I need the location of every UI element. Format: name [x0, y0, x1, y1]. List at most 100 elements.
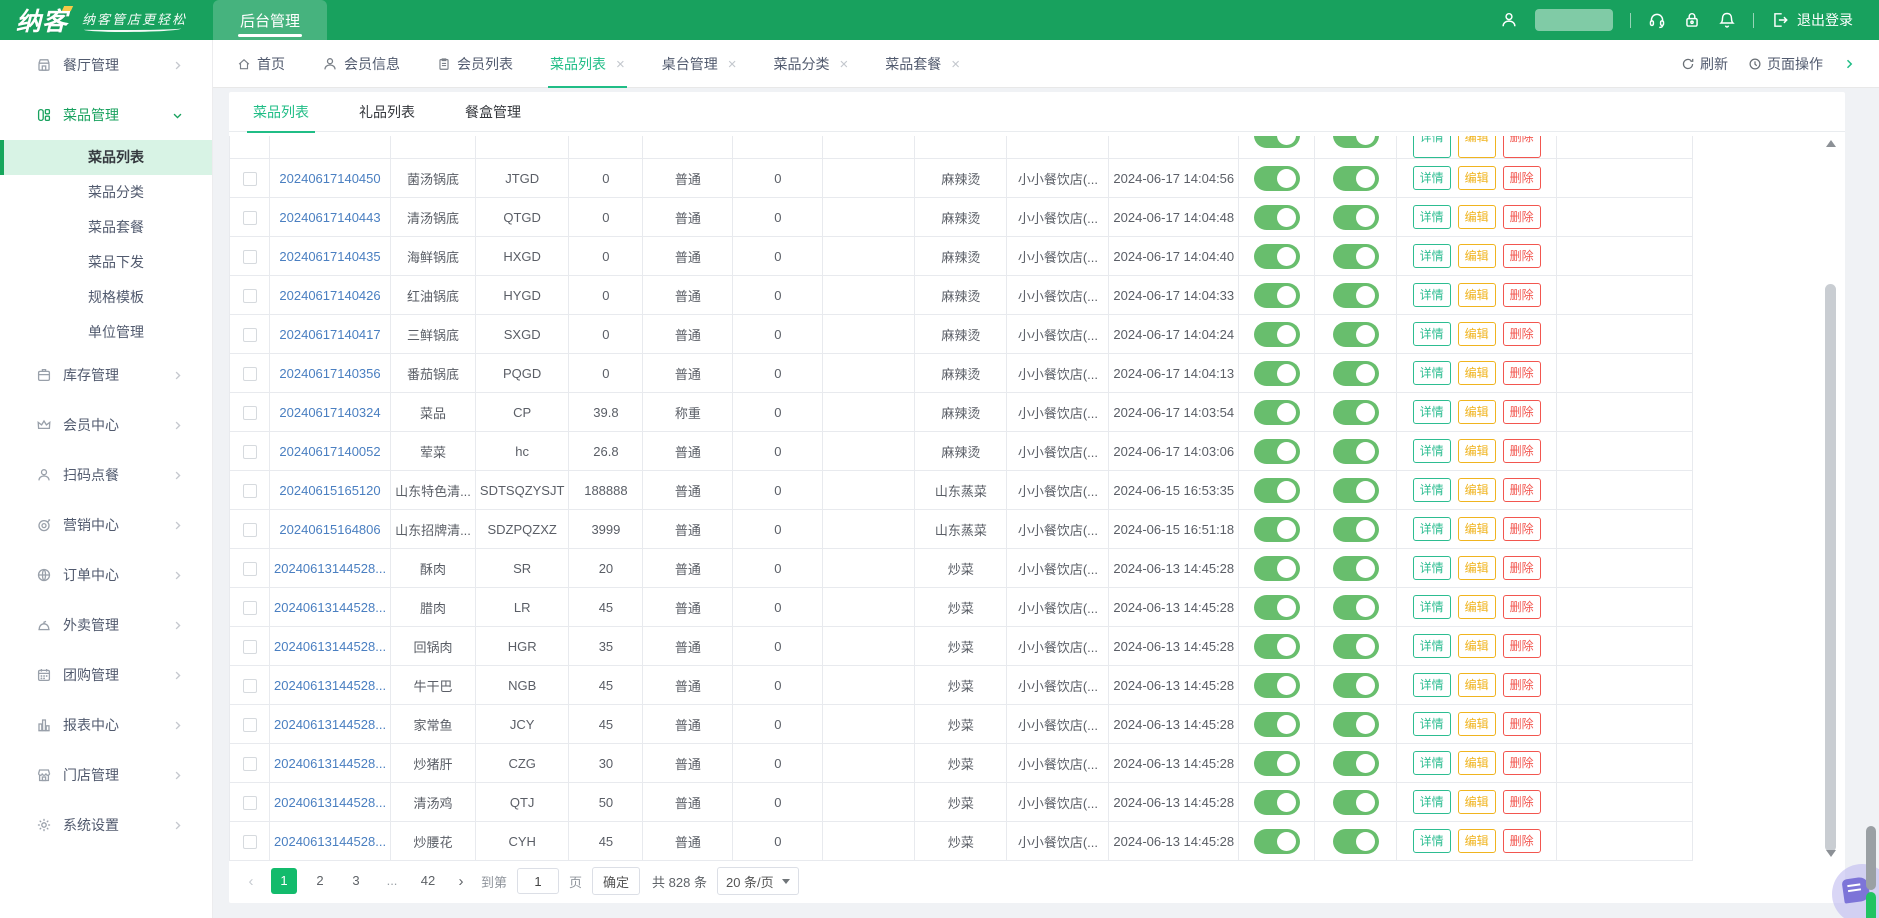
close-icon[interactable]: × [727, 55, 737, 73]
sidebar-subitem-菜品套餐[interactable]: 菜品套餐 [88, 219, 144, 235]
detail-button[interactable]: 详情 [1412, 243, 1451, 269]
dish-id-link[interactable]: 20240617140052 [279, 443, 381, 459]
status-toggle[interactable] [1332, 594, 1379, 620]
detail-button[interactable]: 详情 [1412, 672, 1451, 698]
dish-id-link[interactable]: 20240617140450 [279, 170, 381, 186]
dish-id-link[interactable]: 20240617140324 [279, 404, 381, 420]
goto-page-input[interactable] [517, 868, 560, 894]
delete-button[interactable]: 删除 [1502, 165, 1541, 191]
detail-button[interactable]: 详情 [1412, 360, 1451, 386]
lock-icon[interactable] [1683, 11, 1701, 29]
status-toggle[interactable] [1332, 136, 1379, 148]
status-toggle[interactable] [1332, 165, 1379, 191]
dish-id-link[interactable]: 20240613144528... [274, 716, 387, 732]
status-toggle[interactable] [1332, 672, 1379, 698]
prev-page-button[interactable]: ‹ [248, 872, 254, 890]
delete-button[interactable]: 删除 [1502, 594, 1541, 620]
subtab-餐盒管理[interactable]: 餐盒管理 [465, 103, 521, 120]
delete-button[interactable]: 删除 [1502, 360, 1541, 386]
sidebar-subitem-菜品分类[interactable]: 菜品分类 [88, 184, 144, 200]
close-icon[interactable]: × [839, 55, 849, 73]
status-toggle[interactable] [1253, 399, 1300, 425]
sidebar-item-团购管理[interactable]: 团购管理 [0, 650, 212, 700]
detail-button[interactable]: 详情 [1412, 136, 1451, 158]
detail-button[interactable]: 详情 [1412, 555, 1451, 581]
next-page-button[interactable]: › [458, 872, 464, 890]
status-toggle[interactable] [1332, 282, 1379, 308]
delete-button[interactable]: 删除 [1502, 750, 1541, 776]
sidebar-subitem-菜品下发[interactable]: 菜品下发 [88, 254, 144, 270]
status-toggle[interactable] [1253, 477, 1300, 503]
sidebar-item-系统设置[interactable]: 系统设置 [0, 800, 212, 850]
edit-button[interactable]: 编辑 [1457, 321, 1496, 347]
dish-id-link[interactable]: 20240613144528... [274, 638, 387, 654]
edit-button[interactable]: 编辑 [1457, 360, 1496, 386]
status-toggle[interactable] [1253, 555, 1300, 581]
dish-id-link[interactable]: 20240615164806 [279, 521, 381, 537]
subtab-礼品列表[interactable]: 礼品列表 [359, 103, 415, 120]
tab-会员列表[interactable]: 会员列表 [437, 40, 513, 88]
row-checkbox[interactable] [242, 717, 257, 732]
sidebar-item-扫码点餐[interactable]: 扫码点餐 [0, 450, 212, 500]
row-checkbox[interactable] [242, 171, 257, 186]
edit-button[interactable]: 编辑 [1457, 282, 1496, 308]
edit-button[interactable]: 编辑 [1457, 750, 1496, 776]
edit-button[interactable]: 编辑 [1457, 516, 1496, 542]
sidebar-item-报表中心[interactable]: 报表中心 [0, 700, 212, 750]
dish-id-link[interactable]: 20240613144528... [274, 677, 387, 693]
page-button-42[interactable]: 42 [420, 873, 436, 888]
edit-button[interactable]: 编辑 [1457, 136, 1496, 158]
refresh-button[interactable]: 刷新 [1681, 54, 1728, 74]
delete-button[interactable]: 删除 [1502, 243, 1541, 269]
status-toggle[interactable] [1253, 711, 1300, 737]
edit-button[interactable]: 编辑 [1457, 789, 1496, 815]
detail-button[interactable]: 详情 [1412, 750, 1451, 776]
status-toggle[interactable] [1332, 360, 1379, 386]
detail-button[interactable]: 详情 [1412, 399, 1451, 425]
delete-button[interactable]: 删除 [1502, 633, 1541, 659]
dish-id-link[interactable]: 20240613144528... [274, 560, 387, 576]
row-checkbox[interactable] [242, 444, 257, 459]
detail-button[interactable]: 详情 [1412, 477, 1451, 503]
status-toggle[interactable] [1253, 243, 1300, 269]
status-toggle[interactable] [1253, 828, 1300, 854]
tab-菜品列表[interactable]: 菜品列表 × [548, 40, 627, 88]
page-button-1[interactable]: 1 [271, 868, 297, 894]
row-checkbox[interactable] [242, 561, 257, 576]
status-toggle[interactable] [1253, 321, 1300, 347]
page-size-select[interactable]: 20 条/页 [716, 867, 799, 895]
status-toggle[interactable] [1332, 750, 1379, 776]
row-checkbox[interactable] [242, 210, 257, 225]
delete-button[interactable]: 删除 [1502, 789, 1541, 815]
edit-button[interactable]: 编辑 [1457, 633, 1496, 659]
sidebar-item-餐厅管理[interactable]: 餐厅管理 [0, 40, 212, 90]
row-checkbox[interactable] [242, 483, 257, 498]
delete-button[interactable]: 删除 [1502, 555, 1541, 581]
status-toggle[interactable] [1332, 555, 1379, 581]
delete-button[interactable]: 删除 [1502, 136, 1541, 158]
edit-button[interactable]: 编辑 [1457, 477, 1496, 503]
dish-id-link[interactable]: 20240613144528... [274, 794, 387, 810]
edit-button[interactable]: 编辑 [1457, 672, 1496, 698]
sidebar-item-订单中心[interactable]: 订单中心 [0, 550, 212, 600]
status-toggle[interactable] [1332, 828, 1379, 854]
headset-icon[interactable] [1648, 11, 1666, 29]
confirm-button[interactable]: 确定 [592, 867, 641, 895]
status-toggle[interactable] [1332, 321, 1379, 347]
row-checkbox[interactable] [242, 795, 257, 810]
status-toggle[interactable] [1253, 282, 1300, 308]
scroll-down-arrow-icon[interactable] [1826, 850, 1836, 857]
row-checkbox[interactable] [242, 600, 257, 615]
sidebar-subitem-单位管理[interactable]: 单位管理 [88, 324, 144, 340]
status-toggle[interactable] [1332, 711, 1379, 737]
row-checkbox[interactable] [242, 288, 257, 303]
sidebar-subitem-规格模板[interactable]: 规格模板 [88, 289, 144, 305]
delete-button[interactable]: 删除 [1502, 711, 1541, 737]
edit-button[interactable]: 编辑 [1457, 243, 1496, 269]
row-checkbox[interactable] [242, 405, 257, 420]
detail-button[interactable]: 详情 [1412, 204, 1451, 230]
row-checkbox[interactable] [242, 327, 257, 342]
delete-button[interactable]: 删除 [1502, 399, 1541, 425]
page-scrollbar-thumb[interactable] [1866, 826, 1876, 890]
dish-id-link[interactable]: 20240613144528... [274, 833, 387, 849]
